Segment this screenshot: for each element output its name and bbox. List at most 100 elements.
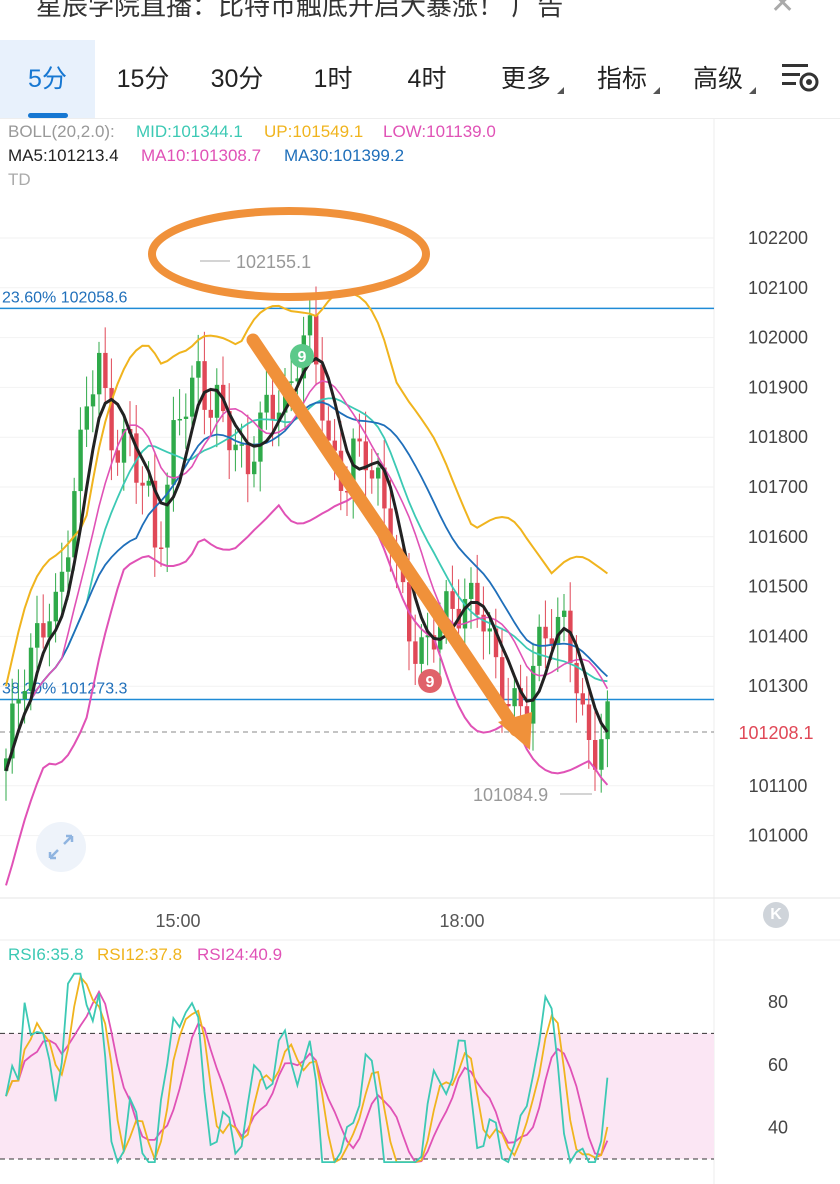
candle-body bbox=[196, 361, 201, 378]
close-icon[interactable]: ✕ bbox=[770, 0, 796, 20]
ma30-line bbox=[5, 401, 609, 772]
tab-30m[interactable]: 30分 bbox=[192, 40, 282, 118]
candle-body bbox=[109, 388, 114, 451]
candle-body bbox=[388, 508, 393, 553]
candle-body bbox=[345, 490, 350, 493]
price-tick-label: 101800 bbox=[748, 427, 808, 447]
td-marker bbox=[290, 344, 314, 368]
candle-body bbox=[568, 610, 573, 663]
candle-body bbox=[22, 690, 27, 700]
candle-body bbox=[103, 352, 108, 389]
td-label: TD bbox=[8, 170, 31, 189]
td-marker bbox=[418, 669, 442, 693]
candle-body bbox=[369, 470, 375, 479]
tab-advanced[interactable]: 高级 bbox=[682, 40, 756, 118]
expand-chart-button[interactable] bbox=[36, 822, 86, 872]
rsi6-line bbox=[5, 972, 609, 1165]
rsi-band bbox=[0, 1033, 714, 1159]
boll-name: BOLL(20,2.0): bbox=[8, 122, 115, 141]
candle-body bbox=[171, 420, 176, 485]
tab-1h[interactable]: 1时 bbox=[288, 40, 378, 118]
ad-title[interactable]: 星辰学院直播：比特币触底开启大暴涨！ 广告 bbox=[36, 0, 564, 21]
candle-body bbox=[140, 482, 145, 486]
candle-body bbox=[121, 428, 127, 463]
candle-body bbox=[208, 409, 213, 418]
candle-body bbox=[183, 416, 189, 419]
candle-body bbox=[500, 657, 505, 705]
ma10-label: MA10:101308.7 bbox=[141, 146, 261, 165]
tab-label: 4时 bbox=[407, 65, 447, 93]
collapse-panel-icon[interactable]: K bbox=[763, 902, 789, 928]
candle-body bbox=[35, 623, 40, 648]
chart-settings-icon[interactable] bbox=[780, 60, 820, 94]
candle-body bbox=[84, 406, 89, 430]
candle-body bbox=[462, 598, 468, 629]
trend-arrow-shaft bbox=[246, 333, 523, 737]
candle-body bbox=[152, 480, 158, 548]
rsi24-line bbox=[5, 989, 609, 1164]
td-marker-label: 9 bbox=[298, 349, 307, 366]
tab-15m[interactable]: 15分 bbox=[98, 40, 188, 118]
candle-body bbox=[72, 491, 77, 558]
candle-body bbox=[469, 582, 474, 599]
candle-body bbox=[562, 610, 567, 617]
candle-body bbox=[605, 701, 610, 740]
candle-body bbox=[190, 377, 195, 417]
candle-body bbox=[159, 547, 164, 549]
candle-body bbox=[146, 480, 151, 486]
candle-body bbox=[239, 444, 244, 446]
trend-arrow-head bbox=[498, 712, 532, 750]
ma30-label: MA30:101399.2 bbox=[284, 146, 404, 165]
tab-label: 高级 bbox=[692, 65, 743, 93]
candle-body bbox=[332, 440, 337, 451]
tab-indicators[interactable]: 指标 bbox=[586, 40, 660, 118]
candle-body bbox=[586, 704, 592, 740]
price-tick-label: 102100 bbox=[748, 278, 808, 298]
candle-body bbox=[289, 381, 294, 383]
candle-body bbox=[580, 693, 585, 705]
dropdown-indicator-icon bbox=[557, 87, 564, 94]
candle-body bbox=[4, 758, 9, 771]
candle-body bbox=[531, 665, 536, 724]
tab-label: 指标 bbox=[596, 65, 647, 93]
candle-body bbox=[28, 647, 34, 691]
tab-5m[interactable]: 5分 bbox=[0, 40, 95, 118]
candle-body bbox=[78, 429, 83, 492]
price-tick-label: 101500 bbox=[748, 577, 808, 597]
low-price-label: 101084.9 bbox=[473, 785, 548, 805]
candle-body bbox=[506, 704, 511, 707]
candle-body bbox=[493, 628, 499, 658]
price-tick-label: 101600 bbox=[748, 527, 808, 547]
time-label: 15:00 bbox=[155, 911, 200, 931]
candle-body bbox=[202, 361, 207, 410]
tab-4h[interactable]: 4时 bbox=[382, 40, 472, 118]
tab-more[interactable]: 更多 bbox=[490, 40, 564, 118]
candle-body bbox=[245, 444, 251, 475]
candle-body bbox=[413, 641, 418, 664]
candle-body bbox=[549, 638, 554, 645]
price-tick-label: 101100 bbox=[749, 776, 808, 796]
rsi12-label: RSI12:37.8 bbox=[97, 945, 182, 964]
candle-body bbox=[363, 441, 368, 471]
candle-body bbox=[320, 364, 325, 421]
highlight-ellipse bbox=[148, 207, 430, 301]
candle-body bbox=[47, 621, 52, 638]
candle-body bbox=[555, 616, 561, 645]
candle-body bbox=[276, 412, 282, 421]
candle-body bbox=[512, 688, 517, 707]
candle-body bbox=[270, 394, 275, 421]
price-tick-label: 101000 bbox=[748, 826, 808, 846]
tab-label: 15分 bbox=[116, 65, 170, 93]
candle-body bbox=[233, 444, 238, 451]
price-tick-label: 102200 bbox=[748, 228, 808, 248]
fibonacci-lines: 23.60% 102058.6 38.20% 101273.3 101208.1 bbox=[0, 289, 814, 743]
candle-body bbox=[444, 591, 449, 627]
boll-mid: MID:101344.1 bbox=[136, 122, 243, 141]
boll-mid-line bbox=[5, 397, 608, 772]
candle-body bbox=[475, 582, 480, 615]
candle-body bbox=[227, 411, 232, 451]
candle-body bbox=[481, 614, 486, 632]
ad-banner[interactable]: 星辰学院直播：比特币触底开启大暴涨！ 广告 ✕ bbox=[0, 0, 840, 30]
price-tick-label: 102000 bbox=[748, 328, 808, 348]
